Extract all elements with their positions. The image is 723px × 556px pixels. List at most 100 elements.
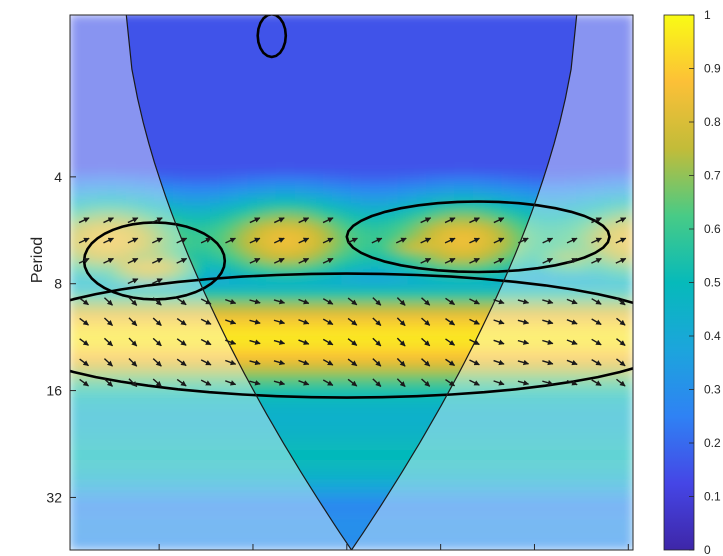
heatmap-cell — [576, 143, 587, 155]
heatmap-cell — [191, 242, 202, 254]
heatmap-cell — [538, 282, 550, 293]
heatmap-cell — [200, 321, 212, 333]
heatmap-cell — [257, 440, 268, 452]
heatmap-cell — [444, 103, 456, 115]
heatmap-cell — [304, 93, 315, 105]
heatmap-cell — [97, 83, 109, 95]
heatmap-cell — [163, 390, 174, 402]
heatmap-cell — [332, 539, 343, 550]
heatmap-cell — [313, 44, 324, 56]
heatmap-cell — [463, 410, 474, 422]
heatmap-cell — [491, 371, 503, 383]
heatmap-cell — [435, 103, 446, 115]
heatmap-cell — [341, 282, 352, 293]
heatmap-cell — [585, 192, 596, 204]
heatmap-cell — [538, 163, 550, 175]
heatmap-cell — [153, 529, 165, 541]
heatmap-cell — [172, 192, 184, 204]
heatmap-cell — [144, 123, 155, 135]
heatmap-cell — [623, 173, 633, 184]
heatmap-cell — [266, 64, 277, 75]
heatmap-cell — [153, 272, 165, 283]
heatmap-cell — [435, 83, 446, 95]
heatmap-cell — [548, 272, 559, 283]
heatmap-cell — [435, 173, 446, 184]
heatmap-cell — [426, 93, 437, 105]
heatmap-cell — [275, 212, 287, 224]
heatmap-cell — [482, 519, 493, 531]
heatmap-cell — [125, 519, 137, 531]
heatmap-cell — [594, 123, 606, 135]
heatmap-cell — [416, 529, 428, 541]
heatmap-cell — [604, 509, 615, 521]
heatmap-cell — [585, 381, 596, 392]
heatmap-cell — [219, 430, 231, 442]
heatmap-cell — [285, 44, 296, 56]
heatmap-cell — [351, 83, 362, 95]
heatmap-cell — [510, 460, 521, 472]
heatmap-cell — [153, 34, 165, 46]
heatmap-cell — [416, 54, 428, 66]
heatmap-cell — [332, 282, 343, 293]
heatmap-cell — [257, 173, 268, 184]
heatmap-cell — [510, 341, 521, 353]
heatmap-cell — [97, 15, 109, 26]
heatmap-cell — [613, 222, 625, 234]
heatmap-cell — [125, 430, 137, 442]
heatmap-cell — [557, 24, 568, 36]
heatmap-cell — [247, 282, 259, 293]
heatmap-cell — [285, 54, 296, 66]
heatmap-cell — [172, 351, 184, 363]
heatmap-cell — [444, 470, 456, 482]
heatmap-cell — [275, 440, 287, 452]
heatmap-cell — [482, 430, 493, 442]
heatmap-cell — [613, 182, 625, 194]
heatmap-cell — [548, 321, 559, 333]
heatmap-cell — [266, 460, 277, 472]
heatmap-cell — [435, 430, 446, 442]
heatmap-cell — [585, 24, 596, 36]
heatmap-cell — [557, 262, 568, 274]
heatmap-cell — [116, 400, 127, 412]
heatmap-cell — [191, 282, 202, 293]
heatmap-cell — [538, 301, 550, 313]
heatmap-cell — [275, 282, 287, 293]
heatmap-cell — [360, 54, 371, 66]
heatmap-cell — [247, 242, 259, 254]
heatmap-cell — [557, 252, 568, 264]
heatmap-cell — [116, 173, 127, 184]
heatmap-cell — [491, 54, 503, 66]
heatmap-cell — [153, 311, 165, 323]
heatmap-cell — [210, 173, 221, 184]
heatmap-cell — [501, 450, 512, 462]
heatmap-cell — [472, 371, 484, 383]
heatmap-cell — [397, 83, 409, 95]
heatmap-cell — [191, 311, 202, 323]
heatmap-cell — [594, 93, 606, 105]
heatmap-cell — [200, 44, 212, 56]
heatmap-cell — [107, 430, 118, 442]
heatmap-cell — [88, 232, 99, 244]
heatmap-cell — [247, 410, 259, 422]
heatmap-cell — [304, 252, 315, 264]
heatmap-cell — [144, 133, 155, 145]
heatmap-cell — [519, 64, 531, 75]
heatmap-cell — [623, 182, 633, 194]
heatmap-cell — [613, 321, 625, 333]
heatmap-cell — [416, 24, 428, 36]
heatmap-cell — [304, 182, 315, 194]
heatmap-cell — [426, 499, 437, 511]
heatmap-cell — [482, 242, 493, 254]
heatmap-cell — [519, 490, 531, 501]
heatmap-cell — [238, 232, 249, 244]
heatmap-cell — [247, 400, 259, 412]
heatmap-cell — [200, 490, 212, 501]
heatmap-cell — [257, 54, 268, 66]
heatmap-cell — [604, 182, 615, 194]
heatmap-cell — [322, 73, 334, 85]
heatmap-cell — [304, 153, 315, 165]
heatmap-cell — [172, 15, 184, 26]
heatmap-cell — [172, 173, 184, 184]
heatmap-cell — [369, 291, 381, 303]
heatmap-cell — [135, 272, 146, 283]
